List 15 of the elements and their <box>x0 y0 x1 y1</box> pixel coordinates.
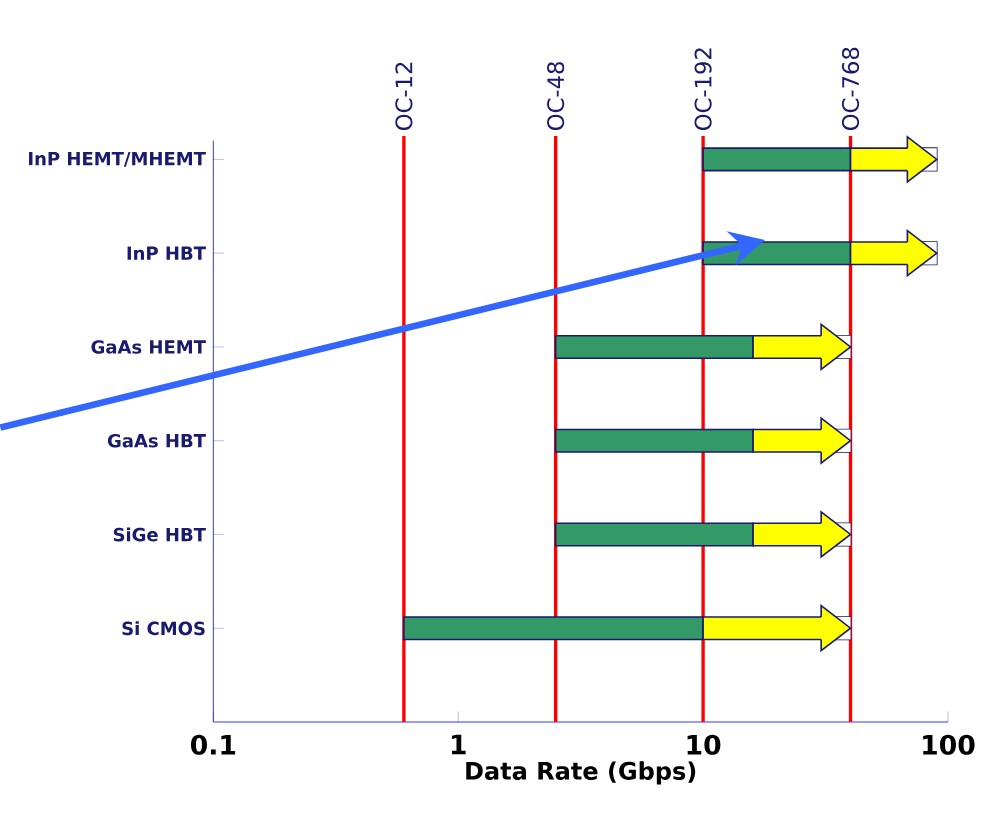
x-tick-label: 10 <box>687 734 721 755</box>
y-tick-label: GaAs HEMT <box>91 340 206 354</box>
x-tick-label: 100 <box>923 734 975 755</box>
y-tick-label: InP HEMT/MHEMT <box>29 152 206 167</box>
ref-line-label: OC-768 <box>841 47 860 130</box>
ref-line-label: OC-48 <box>547 62 565 130</box>
y-tick-label: Si CMOS <box>122 621 205 636</box>
y-tick-label: SiGe HBT <box>113 527 206 542</box>
x-axis-title: Data Rate (Gbps) <box>466 761 696 785</box>
y-tick-label: GaAs HBT <box>107 433 206 448</box>
x-tick-label: 0.1 <box>190 734 236 755</box>
x-tick-label: 1 <box>451 734 466 755</box>
ref-line-label: OC-192 <box>694 48 712 130</box>
ref-line-label: OC-12 <box>395 62 413 130</box>
y-tick-label: InP HBT <box>127 246 206 260</box>
